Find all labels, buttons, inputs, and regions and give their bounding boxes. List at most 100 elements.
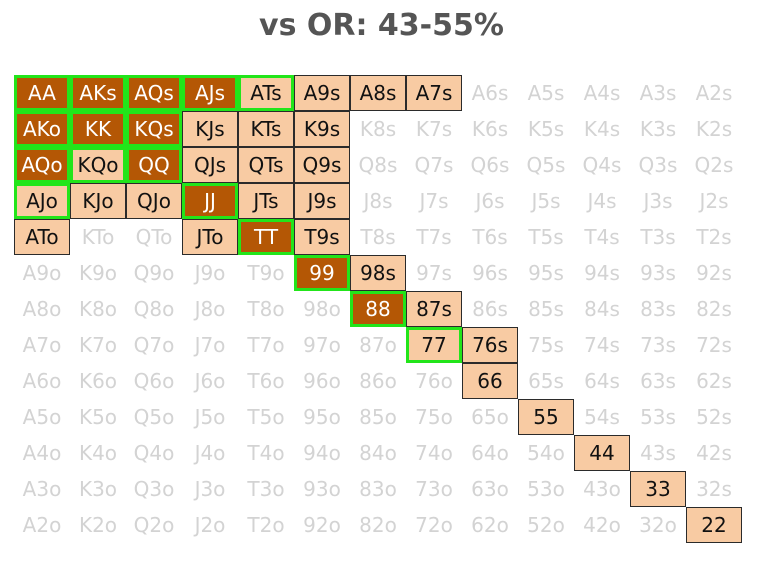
hand-cell-T4o: T4o xyxy=(247,441,285,465)
hand-cell-A8s: A8s xyxy=(350,75,406,111)
hand-cell-75o: 75o xyxy=(415,405,453,429)
hand-cell-JJ: JJ xyxy=(182,183,238,219)
hand-cell-A7s: A7s xyxy=(406,75,462,111)
hand-cell-Q3s: Q3s xyxy=(638,153,678,177)
hand-cell-64o: 64o xyxy=(471,441,509,465)
hand-cell-J2o: J2o xyxy=(194,513,226,537)
hand-cell-K2o: K2o xyxy=(78,513,118,537)
hand-cell-83s: 83s xyxy=(640,297,676,321)
hand-cell-94o: 94o xyxy=(303,441,341,465)
hand-cell-QJs: QJs xyxy=(182,147,238,183)
hand-cell-AJo: AJo xyxy=(14,183,70,219)
hand-cell-K3o: K3o xyxy=(78,477,118,501)
hand-cell-74s: 74s xyxy=(584,333,620,357)
hand-cell-84s: 84s xyxy=(584,297,620,321)
hand-cell-Q8o: Q8o xyxy=(133,297,175,321)
hand-cell-K7s: K7s xyxy=(415,117,453,141)
hand-cell-87o: 87o xyxy=(359,333,397,357)
hand-cell-KTo: KTo xyxy=(81,225,115,249)
hand-cell-64s: 64s xyxy=(584,369,620,393)
hand-cell-84o: 84o xyxy=(359,441,397,465)
hand-cell-T9s: T9s xyxy=(294,219,350,255)
hand-cell-J8s: J8s xyxy=(363,189,393,213)
hand-cell-K8s: K8s xyxy=(359,117,397,141)
hand-cell-AQs: AQs xyxy=(126,75,182,111)
hand-cell-85o: 85o xyxy=(359,405,397,429)
hand-cell-Q5s: Q5s xyxy=(526,153,566,177)
hand-cell-T7s: T7s xyxy=(416,225,452,249)
hand-cell-53s: 53s xyxy=(640,405,676,429)
hand-cell-T5o: T5o xyxy=(247,405,285,429)
hand-cell-AQo: AQo xyxy=(14,147,70,183)
hand-cell-44: 44 xyxy=(574,435,630,471)
hand-cell-Q2o: Q2o xyxy=(133,513,175,537)
hand-cell-QTs: QTs xyxy=(238,147,294,183)
hand-cell-J6s: J6s xyxy=(475,189,505,213)
hand-range-grid: AA AKs AQs AJs ATs A9s A8s A7s A6s A5s A4s A3s A2s AK… xyxy=(14,75,742,543)
hand-cell-52s: 52s xyxy=(696,405,732,429)
hand-cell-J3s: J3s xyxy=(643,189,673,213)
chart-title: vs OR: 43-55% xyxy=(259,8,504,43)
hand-cell-73o: 73o xyxy=(415,477,453,501)
hand-cell-72s: 72s xyxy=(696,333,732,357)
hand-cell-J4s: J4s xyxy=(587,189,617,213)
hand-cell-73s: 73s xyxy=(640,333,676,357)
hand-cell-JTo: JTo xyxy=(182,219,238,255)
hand-cell-92o: 92o xyxy=(303,513,341,537)
hand-cell-J9s: J9s xyxy=(294,183,350,219)
hand-cell-T8s: T8s xyxy=(360,225,396,249)
hand-cell-KTs: KTs xyxy=(238,111,294,147)
hand-cell-T9o: T9o xyxy=(247,261,285,285)
hand-cell-A6o: A6o xyxy=(22,369,62,393)
hand-cell-Q6o: Q6o xyxy=(133,369,175,393)
hand-cell-TT: TT xyxy=(238,219,294,255)
hand-cell-K6o: K6o xyxy=(78,369,118,393)
hand-cell-Q2s: Q2s xyxy=(694,153,734,177)
hand-cell-JTs: JTs xyxy=(238,183,294,219)
hand-cell-53o: 53o xyxy=(527,477,565,501)
hand-cell-T5s: T5s xyxy=(528,225,564,249)
hand-cell-43s: 43s xyxy=(640,441,676,465)
hand-cell-72o: 72o xyxy=(415,513,453,537)
hand-cell-66: 66 xyxy=(462,363,518,399)
hand-cell-K3s: K3s xyxy=(639,117,677,141)
hand-cell-ATo: ATo xyxy=(14,219,70,255)
hand-cell-52o: 52o xyxy=(527,513,565,537)
hand-cell-K4s: K4s xyxy=(583,117,621,141)
hand-cell-AKs: AKs xyxy=(70,75,126,111)
hand-cell-K2s: K2s xyxy=(695,117,733,141)
hand-cell-KJs: KJs xyxy=(182,111,238,147)
hand-cell-54s: 54s xyxy=(584,405,620,429)
hand-cell-77: 77 xyxy=(406,327,462,363)
hand-cell-J9o: J9o xyxy=(194,261,226,285)
hand-cell-62s: 62s xyxy=(696,369,732,393)
hand-cell-QTo: QTo xyxy=(135,225,173,249)
hand-cell-98o: 98o xyxy=(303,297,341,321)
hand-cell-KQo: KQo xyxy=(70,147,126,183)
hand-cell-54o: 54o xyxy=(527,441,565,465)
hand-cell-Q7s: Q7s xyxy=(414,153,454,177)
hand-cell-T6o: T6o xyxy=(247,369,285,393)
hand-cell-T4s: T4s xyxy=(584,225,620,249)
hand-cell-32o: 32o xyxy=(639,513,677,537)
hand-cell-AJs: AJs xyxy=(182,75,238,111)
hand-cell-43o: 43o xyxy=(583,477,621,501)
hand-cell-96o: 96o xyxy=(303,369,341,393)
hand-cell-J7s: J7s xyxy=(419,189,449,213)
hand-cell-K7o: K7o xyxy=(78,333,118,357)
hand-cell-A4s: A4s xyxy=(583,81,621,105)
hand-cell-QQ: QQ xyxy=(126,147,182,183)
hand-cell-K9s: K9s xyxy=(294,111,350,147)
hand-cell-KK: KK xyxy=(70,111,126,147)
hand-cell-T3o: T3o xyxy=(247,477,285,501)
hand-cell-A2o: A2o xyxy=(22,513,62,537)
hand-cell-A7o: A7o xyxy=(22,333,62,357)
hand-cell-42o: 42o xyxy=(583,513,621,537)
hand-cell-J3o: J3o xyxy=(194,477,226,501)
hand-cell-T7o: T7o xyxy=(247,333,285,357)
hand-cell-32s: 32s xyxy=(696,477,732,501)
hand-cell-KQs: KQs xyxy=(126,111,182,147)
hand-cell-42s: 42s xyxy=(696,441,732,465)
hand-cell-74o: 74o xyxy=(415,441,453,465)
hand-cell-A4o: A4o xyxy=(22,441,62,465)
